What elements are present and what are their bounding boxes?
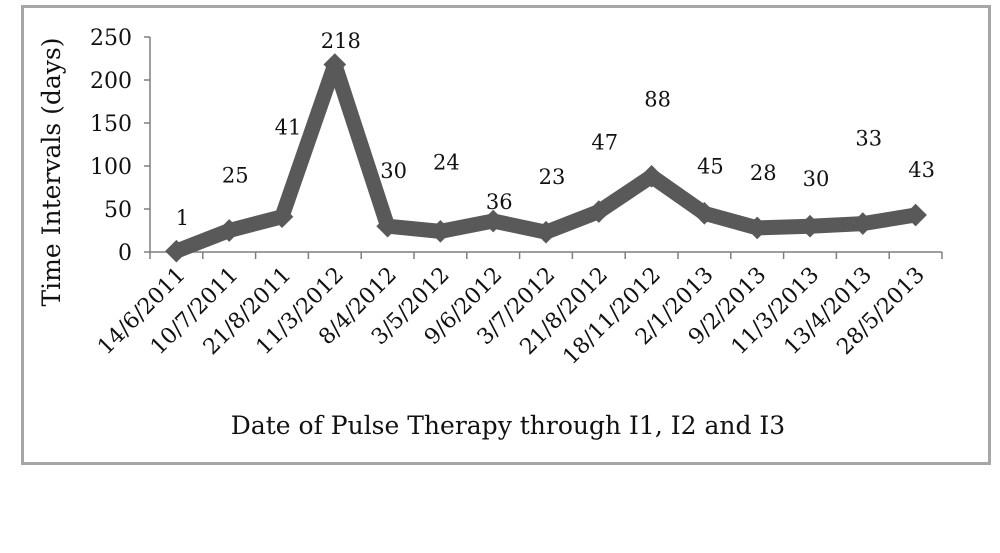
y-tick-label: 50 <box>104 198 132 223</box>
data-label: 45 <box>697 154 724 178</box>
data-label: 30 <box>380 159 407 183</box>
data-label: 30 <box>803 167 830 191</box>
y-tick-label: 100 <box>90 155 132 180</box>
y-axis: 0 50 100 150 200 250 <box>90 26 151 266</box>
data-label: 28 <box>750 161 777 185</box>
data-label: 47 <box>591 131 618 155</box>
y-tick-label: 150 <box>90 112 132 137</box>
x-axis-title: Date of Pulse Therapy through I1, I2 and… <box>231 411 785 440</box>
data-label: 1 <box>176 206 189 230</box>
data-label: 23 <box>539 165 566 189</box>
data-label: 88 <box>644 87 671 111</box>
x-axis: 14/6/201110/7/201121/8/201111/3/20128/4/… <box>93 251 943 370</box>
y-tick-label: 0 <box>118 241 132 266</box>
y-axis-title: Time Intervals (days) <box>37 37 66 306</box>
data-label: 25 <box>222 164 249 188</box>
y-tick-label: 200 <box>90 69 132 94</box>
data-label: 218 <box>321 29 361 53</box>
data-point <box>798 214 822 238</box>
data-label: 43 <box>908 158 935 182</box>
data-label: 41 <box>275 116 302 140</box>
data-labels: 1 25 41 218 30 24 36 23 47 88 45 28 30 33 43 <box>176 29 935 230</box>
y-tick-label: 250 <box>90 26 132 51</box>
data-label: 24 <box>433 150 460 174</box>
series-line <box>165 53 927 263</box>
data-label: 33 <box>855 127 882 151</box>
data-label: 36 <box>486 190 513 214</box>
chart-frame <box>21 5 991 465</box>
